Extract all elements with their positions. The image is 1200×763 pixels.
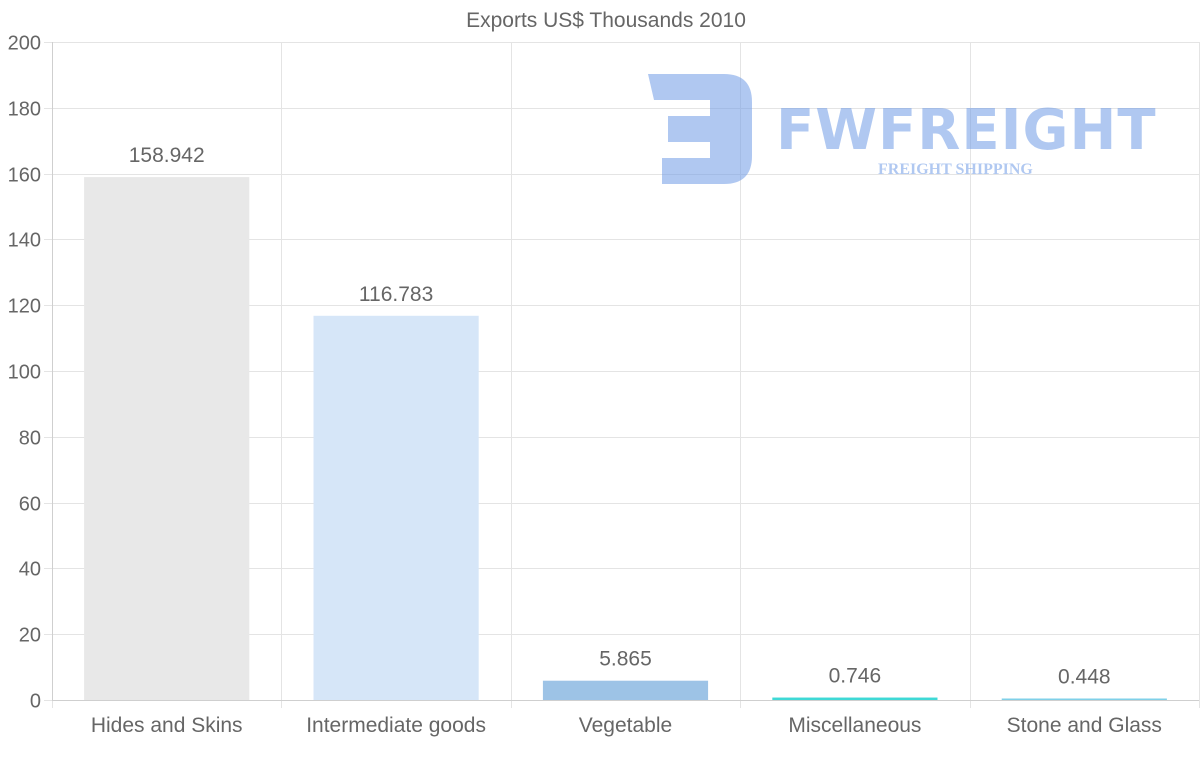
x-category-label: Intermediate goods	[306, 714, 486, 737]
bar[interactable]	[542, 680, 709, 700]
y-tick-label: 180	[8, 99, 41, 121]
watermark-tagline-text: FREIGHT SHIPPING	[878, 161, 1033, 178]
x-category-label: Hides and Skins	[91, 714, 243, 737]
y-tick-label: 140	[8, 230, 41, 252]
x-category-label: Stone and Glass	[1007, 714, 1162, 737]
y-tick-label: 200	[8, 33, 41, 55]
y-tick-label: 160	[8, 165, 41, 187]
y-tick-label: 80	[19, 428, 41, 450]
bar-value-label: 0.448	[1058, 666, 1111, 689]
bar[interactable]	[1001, 698, 1167, 701]
axes-layer: 0 20 40 60 80 100 120 140 160 180 200 Hides and Ski…	[8, 33, 1199, 737]
y-tick-label: 60	[19, 494, 41, 516]
y-tick-label: 100	[8, 362, 41, 384]
watermark-logo: FWFREIGHT FREIGHT SHIPPING	[648, 74, 1157, 184]
bar-value-label: 0.746	[829, 665, 882, 688]
bar[interactable]	[772, 697, 938, 700]
y-tick-label: 0	[30, 691, 41, 713]
y-tick-label: 20	[19, 625, 41, 647]
bar[interactable]	[84, 177, 250, 701]
x-category-label: Miscellaneous	[788, 714, 921, 737]
y-tick-label: 120	[8, 296, 41, 318]
labels-layer: 158.942 116.783 5.865 0.746 0.448	[129, 144, 1111, 688]
bar-value-label: 5.865	[599, 648, 652, 671]
bar-value-label: 116.783	[359, 283, 433, 306]
chart-title: Exports US$ Thousands 2010	[466, 9, 746, 32]
bars-layer	[84, 177, 1167, 701]
watermark-brand-text: FWFREIGHT	[776, 98, 1157, 163]
bar-value-label: 158.942	[129, 144, 205, 167]
y-tick-label: 40	[19, 559, 41, 581]
fwfreight-logo-icon	[648, 74, 752, 184]
x-category-label: Vegetable	[579, 714, 672, 737]
bar[interactable]	[313, 315, 479, 700]
